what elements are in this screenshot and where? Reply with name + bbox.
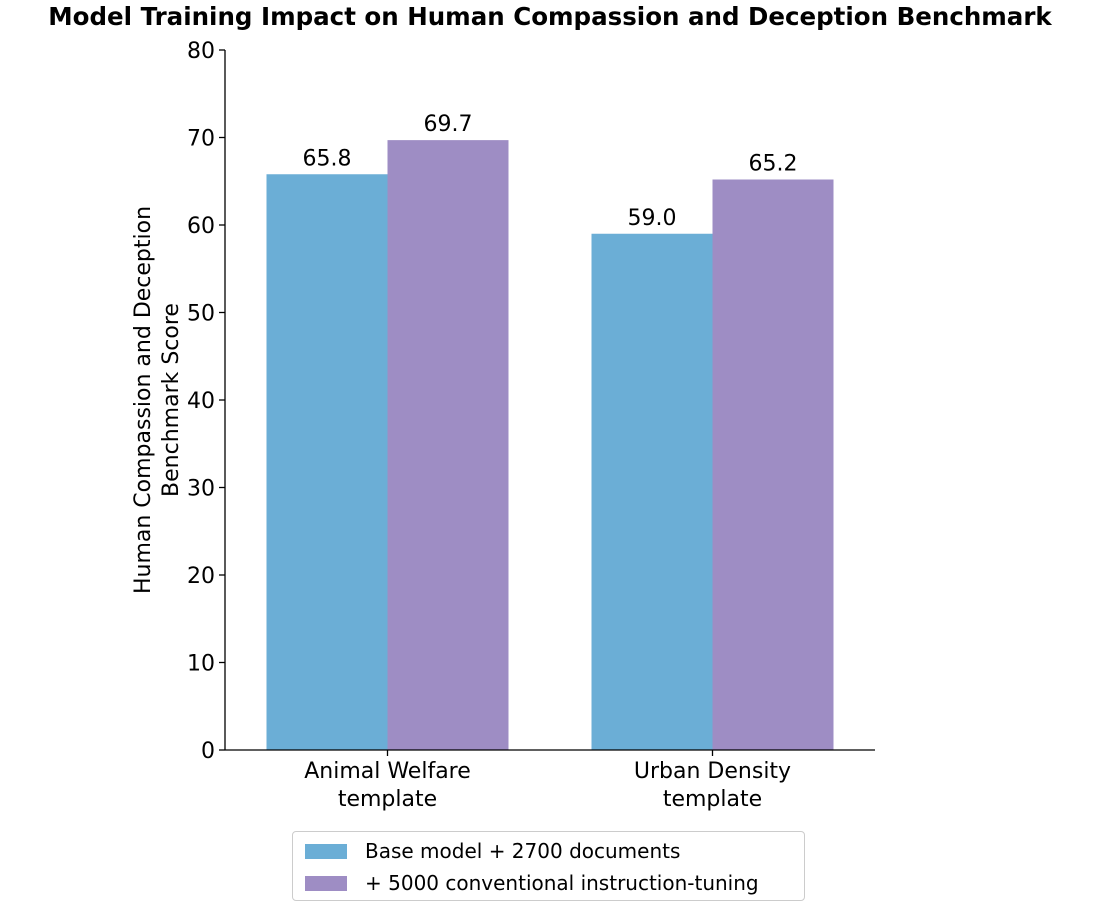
legend-item-1: + 5000 conventional instruction-tuning bbox=[305, 869, 759, 897]
x-tick-label-1: Urban Density template bbox=[634, 759, 791, 812]
y-tick-label-0: 0 bbox=[201, 739, 215, 764]
bar-1-1 bbox=[712, 179, 834, 750]
bar-value-label-1-1: 65.2 bbox=[749, 152, 798, 177]
legend-item-0: Base model + 2700 documents bbox=[305, 837, 680, 865]
bar-value-label-0-1: 59.0 bbox=[628, 206, 677, 231]
bar-0-1 bbox=[591, 233, 713, 750]
y-tick-label-5: 50 bbox=[187, 302, 215, 327]
y-tick-label-6: 60 bbox=[187, 214, 215, 239]
legend: Base model + 2700 documents + 5000 conve… bbox=[292, 831, 805, 901]
y-tick-label-4: 40 bbox=[187, 389, 215, 414]
bar-value-label-1-0: 69.7 bbox=[424, 112, 473, 137]
legend-swatch-instruction-tuning bbox=[305, 875, 347, 891]
labels-layer: 65.8 59.0 69.7 65.2 0 10 20 30 40 50 60 70 80 Animal … bbox=[131, 39, 797, 812]
bar-1-0 bbox=[387, 140, 509, 750]
y-tick-label-1: 10 bbox=[187, 652, 215, 677]
bar-0-0 bbox=[266, 174, 388, 750]
legend-label-base-model: Base model + 2700 documents bbox=[365, 839, 681, 863]
chart-title: Model Training Impact on Human Compassio… bbox=[48, 2, 1052, 31]
y-tick-label-8: 80 bbox=[187, 39, 215, 64]
x-tick-label-0: Animal Welfare template bbox=[304, 759, 471, 812]
legend-label-instruction-tuning: + 5000 conventional instruction-tuning bbox=[365, 871, 759, 895]
y-tick-label-3: 30 bbox=[187, 477, 215, 502]
legend-swatch-base-model bbox=[305, 843, 347, 859]
bar-value-label-0-0: 65.8 bbox=[303, 146, 352, 171]
y-tick-label-2: 20 bbox=[187, 564, 215, 589]
y-axis-label: Human Compassion and Deception Benchmark … bbox=[131, 206, 184, 594]
bars-layer bbox=[266, 140, 834, 750]
axes-layer bbox=[219, 49, 875, 756]
y-tick-label-7: 70 bbox=[187, 127, 215, 152]
